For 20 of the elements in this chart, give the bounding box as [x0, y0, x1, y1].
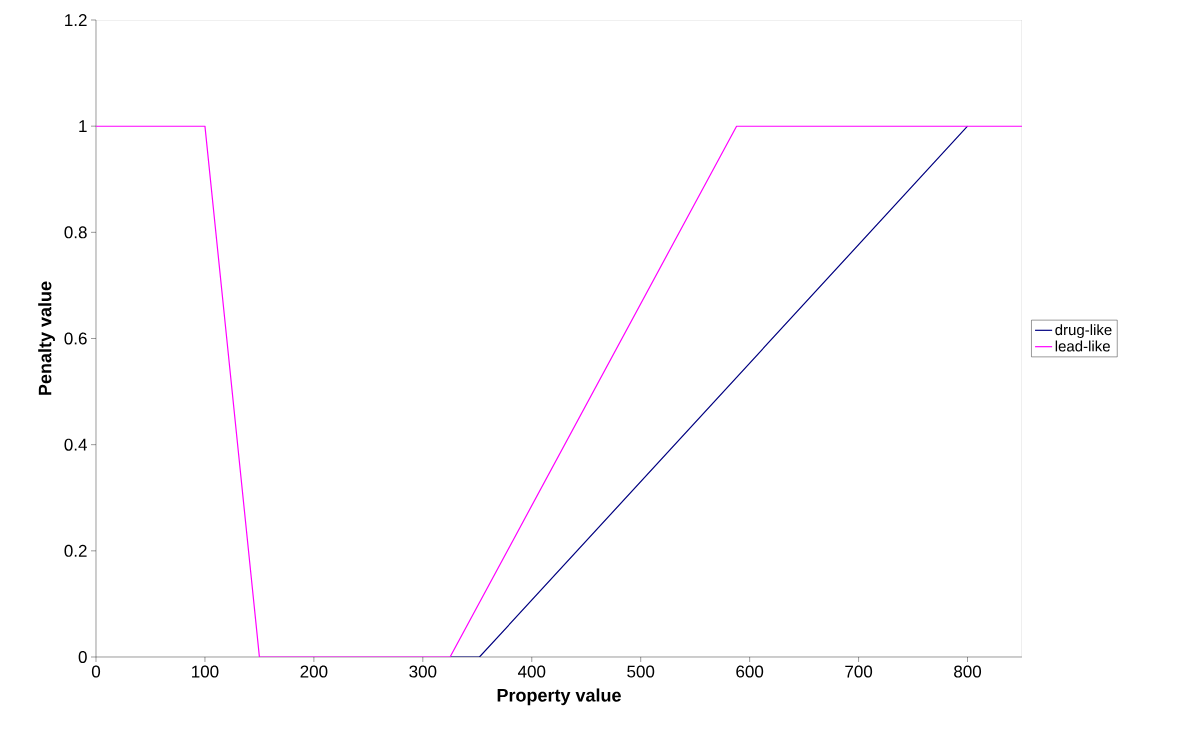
y-tick-label: 0 [78, 650, 87, 664]
y-tick-label: 0.8 [64, 226, 87, 239]
x-tick-label: 400 [517, 665, 546, 678]
legend-label: drug-like [1055, 324, 1112, 339]
x-axis-title: Property value [497, 688, 621, 706]
y-tick-label: 1.2 [65, 14, 87, 26]
x-tick-label: 0 [91, 665, 101, 678]
y-axis-title: Penalty value [38, 281, 55, 395]
x-tick-label: 300 [409, 665, 437, 678]
x-tick-label: 800 [954, 665, 982, 678]
x-tick-label: 700 [845, 665, 873, 678]
legend-label: lead-like [1055, 340, 1110, 352]
y-tick-label: 1 [79, 120, 87, 133]
x-tick-label: 100 [192, 665, 219, 678]
y-tick-label: 0.4 [64, 438, 87, 451]
y-tick-label: 0.2 [64, 544, 87, 557]
x-tick-label: 500 [627, 665, 655, 678]
x-tick-label: 200 [300, 665, 328, 678]
y-tick-label: 0.6 [64, 332, 87, 345]
x-tick-label: 600 [736, 665, 764, 678]
